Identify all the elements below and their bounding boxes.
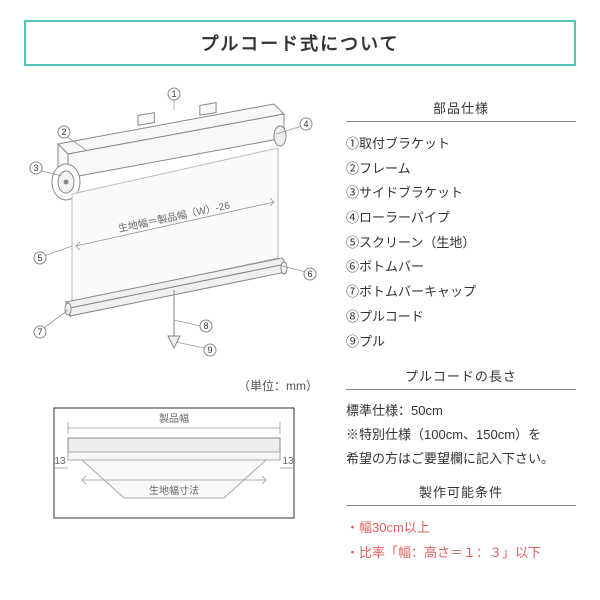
cross-section-diagram: 製品幅 13 13 生地幅寸法: [24, 398, 324, 528]
cord-line: 標準仕様：50cm: [346, 400, 576, 422]
callout-2: 2: [61, 127, 66, 137]
left-column: 生地幅＝製品幅（W）-26 1 2 3 4 5 6 7: [24, 86, 324, 566]
content-row: 生地幅＝製品幅（W）-26 1 2 3 4 5 6 7: [24, 86, 576, 566]
part-item: ①取付ブラケット: [346, 132, 576, 157]
main-diagram: 生地幅＝製品幅（W）-26 1 2 3 4 5 6 7: [24, 86, 324, 366]
margin-right-label: 13: [282, 456, 294, 467]
part-item: ⑦ボトムバーキャップ: [346, 280, 576, 305]
right-column: 部品仕様 ①取付ブラケット ②フレーム ③サイドブラケット ④ローラーパイプ ⑤…: [346, 86, 576, 566]
condition-item: ・比率「幅：高さ＝１：３」以下: [346, 541, 576, 566]
callout-5: 5: [37, 253, 42, 263]
part-item: ④ローラーパイプ: [346, 206, 576, 231]
conditions-header: 製作可能条件: [346, 482, 576, 506]
conditions-list: ・幅30cm以上 ・比率「幅：高さ＝１：３」以下: [346, 516, 576, 565]
callout-3: 3: [33, 163, 38, 173]
cord-line: 希望の方はご要望欄に記入下さい。: [346, 448, 576, 470]
part-item: ⑤スクリーン（生地）: [346, 231, 576, 256]
part-item: ③サイドブラケット: [346, 181, 576, 206]
fabric-width-dim-label: 生地幅寸法: [149, 484, 199, 497]
part-item: ⑥ボトムバー: [346, 255, 576, 280]
parts-list: ①取付ブラケット ②フレーム ③サイドブラケット ④ローラーパイプ ⑤スクリーン…: [346, 132, 576, 354]
product-width-label: 製品幅: [159, 412, 189, 425]
parts-header: 部品仕様: [346, 98, 576, 122]
margin-left-label: 13: [54, 456, 66, 467]
callout-1: 1: [171, 89, 176, 99]
part-item: ②フレーム: [346, 157, 576, 182]
cord-line: ※特別仕様（100cm、150cm）を: [346, 424, 576, 446]
page-title: プルコード式について: [24, 20, 576, 66]
unit-label: （単位：mm）: [24, 377, 318, 394]
callout-6: 6: [307, 269, 312, 279]
callout-8: 8: [203, 321, 208, 331]
cord-length-block: 標準仕様：50cm ※特別仕様（100cm、150cm）を 希望の方はご要望欄に…: [346, 400, 576, 470]
condition-item: ・幅30cm以上: [346, 516, 576, 541]
callout-4: 4: [303, 119, 308, 129]
part-item: ⑧プルコード: [346, 305, 576, 330]
cord-length-header: プルコードの長さ: [346, 366, 576, 390]
callout-7: 7: [37, 327, 42, 337]
callout-9: 9: [207, 345, 212, 355]
part-item: ⑨プル: [346, 330, 576, 355]
